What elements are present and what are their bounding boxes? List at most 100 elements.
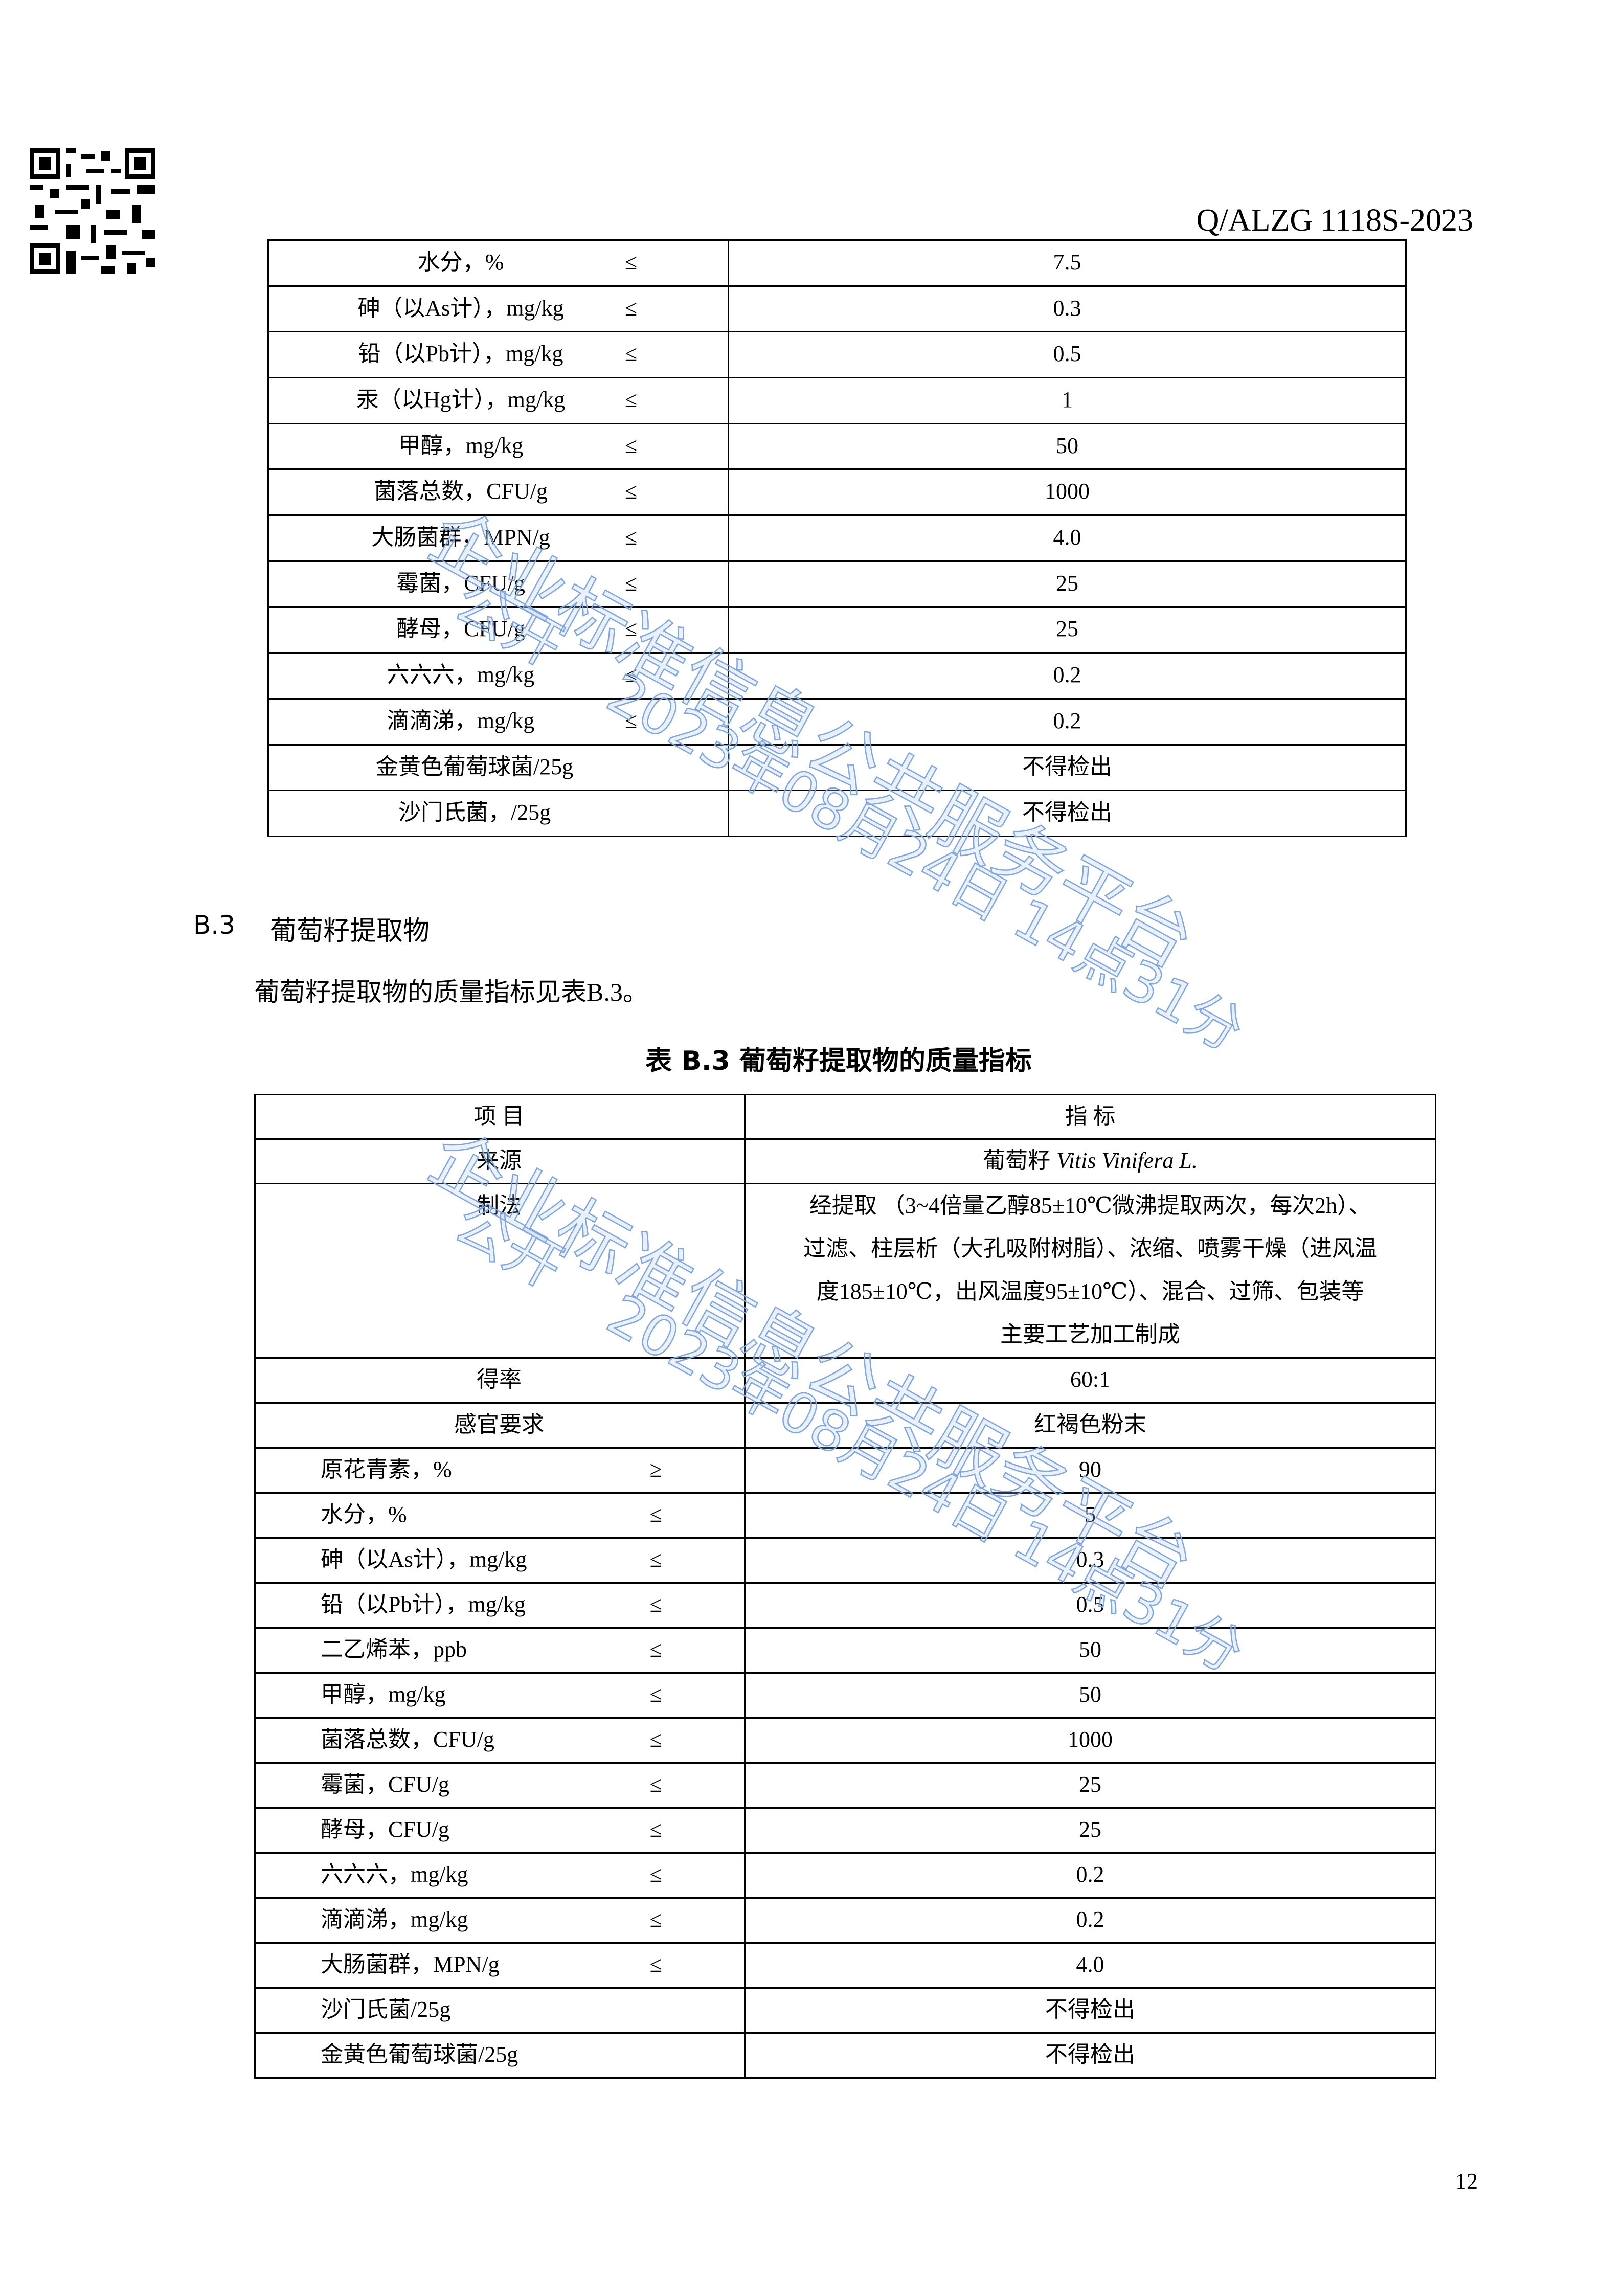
section-title: 葡萄籽提取物	[270, 916, 430, 947]
column-header: 项 目	[473, 1103, 525, 1129]
value: 60:1	[1070, 1367, 1111, 1392]
value: 7.5	[1053, 249, 1081, 275]
value: 0.2	[1053, 708, 1081, 733]
process-line: 过滤、柱层析（大孔吸附树脂）、浓缩、喷雾干燥（进风温	[803, 1236, 1377, 1261]
item: 沙门氏菌/25g	[321, 1997, 451, 2022]
value: 0.2	[1076, 1907, 1104, 1932]
limit-sign: ≤	[649, 1547, 662, 1572]
limit-sign: ≤	[624, 479, 638, 504]
process-line: 主要工艺加工制成	[1000, 1322, 1180, 1347]
value: 不得检出	[1022, 800, 1112, 825]
limit-sign: ≤	[624, 341, 638, 367]
value: 25	[1079, 1817, 1101, 1842]
item: 感官要求	[454, 1412, 544, 1437]
limit-sign: ≤	[649, 1772, 662, 1797]
value: 0.2	[1053, 662, 1081, 688]
item: 六六六，mg/kg	[387, 662, 535, 688]
item: 大肠菌群，MPN/g	[371, 525, 550, 550]
item: 六六六，mg/kg	[321, 1862, 468, 1887]
item: 铅（以Pb计），mg/kg	[321, 1592, 526, 1617]
limit-sign: ≤	[649, 1727, 662, 1752]
item: 大肠菌群，MPN/g	[321, 1952, 500, 1977]
value: 25	[1079, 1772, 1101, 1797]
item: 菌落总数，CFU/g	[374, 479, 548, 504]
item: 汞（以Hg计），mg/kg	[356, 387, 566, 412]
table-cell	[728, 790, 1407, 838]
item: 金黄色葡萄球菌/25g	[375, 754, 574, 779]
item: 霉菌，CFU/g	[396, 570, 525, 596]
value: 50	[1079, 1637, 1101, 1662]
limit-sign: ≤	[649, 1907, 662, 1932]
limit-sign: ≤	[624, 249, 638, 275]
item: 酵母，CFU/g	[396, 616, 525, 642]
standard-code: Q/ALZG 1118S-2023	[1196, 203, 1473, 238]
item: 砷（以As计），mg/kg	[357, 295, 564, 321]
limit-sign: ≤	[649, 1502, 662, 1527]
item: 得率	[477, 1367, 522, 1392]
value: 不得检出	[1045, 1997, 1135, 2022]
item: 甲醇，mg/kg	[321, 1682, 446, 1707]
limit-sign: ≤	[624, 616, 638, 642]
item: 水分，%	[321, 1502, 407, 1527]
limit-sign: ≤	[649, 1592, 662, 1617]
limit-sign: ≤	[649, 1682, 662, 1707]
column-header: 指 标	[1065, 1103, 1116, 1129]
limit-sign: ≤	[624, 525, 638, 550]
limit-sign: ≤	[624, 708, 638, 733]
limit-sign: ≤	[624, 295, 638, 321]
value: 1000	[1068, 1727, 1113, 1752]
section-number: B.3	[193, 910, 236, 940]
value: 0.5	[1053, 341, 1081, 367]
limit-sign: ≤	[624, 387, 638, 412]
item: 水分，%	[417, 249, 504, 275]
value: 葡萄籽 Vitis Vinifera L.	[983, 1147, 1198, 1173]
value: 红褐色粉末	[1034, 1412, 1146, 1437]
value: 0.2	[1076, 1862, 1104, 1887]
paragraph: 葡萄籽提取物的质量指标见表B.3。	[254, 978, 648, 1006]
value: 25	[1056, 570, 1078, 596]
latin-name: Vitis Vinifera L.	[1056, 1147, 1198, 1173]
limit-sign: ≤	[624, 570, 638, 596]
limit-sign: ≤	[649, 1817, 662, 1842]
limit-sign: ≤	[649, 1637, 662, 1662]
value: 50	[1079, 1682, 1101, 1707]
page-number: 12	[1455, 2169, 1478, 2194]
value: 90	[1079, 1457, 1101, 1482]
value: 25	[1056, 616, 1078, 642]
value: 不得检出	[1022, 754, 1112, 779]
limit-sign: ≤	[624, 433, 638, 458]
value: 0.5	[1076, 1592, 1104, 1617]
value: 50	[1056, 433, 1078, 458]
item: 滴滴涕，mg/kg	[387, 708, 535, 733]
value: 0.3	[1053, 295, 1081, 321]
value: 0.3	[1076, 1547, 1104, 1572]
table-caption: 表 B.3 葡萄籽提取物的质量指标	[645, 1046, 1032, 1076]
limit-sign: ≤	[649, 1952, 662, 1977]
item: 霉菌，CFU/g	[321, 1772, 449, 1797]
value: 1000	[1045, 479, 1090, 504]
limit-sign: ≤	[649, 1862, 662, 1887]
value: 4.0	[1076, 1952, 1104, 1977]
item: 菌落总数，CFU/g	[321, 1727, 494, 1752]
item: 二乙烯苯，ppb	[321, 1637, 467, 1662]
item: 来源	[477, 1147, 522, 1173]
item: 酵母，CFU/g	[321, 1817, 449, 1842]
value: 1	[1062, 387, 1073, 412]
value: 不得检出	[1045, 2042, 1135, 2067]
item: 铅（以Pb计），mg/kg	[358, 341, 563, 367]
value: 4.0	[1053, 525, 1081, 550]
qr-code	[30, 148, 155, 274]
item: 滴滴涕，mg/kg	[321, 1907, 468, 1932]
process-line: 经提取 （3~4倍量乙醇85±10℃微沸提取两次，每次2h）、	[809, 1193, 1371, 1218]
item: 制法	[477, 1193, 522, 1218]
limit-sign: ≤	[624, 662, 638, 688]
limit-sign: ≥	[649, 1457, 662, 1482]
item: 砷（以As计），mg/kg	[321, 1547, 527, 1572]
value: 5	[1085, 1502, 1096, 1527]
process-line: 度185±10℃，出风温度95±10℃）、混合、过筛、包装等	[816, 1279, 1364, 1304]
item: 甲醇，mg/kg	[398, 433, 524, 458]
item: 沙门氏菌，/25g	[398, 800, 551, 825]
value-text: 葡萄籽	[983, 1147, 1051, 1173]
